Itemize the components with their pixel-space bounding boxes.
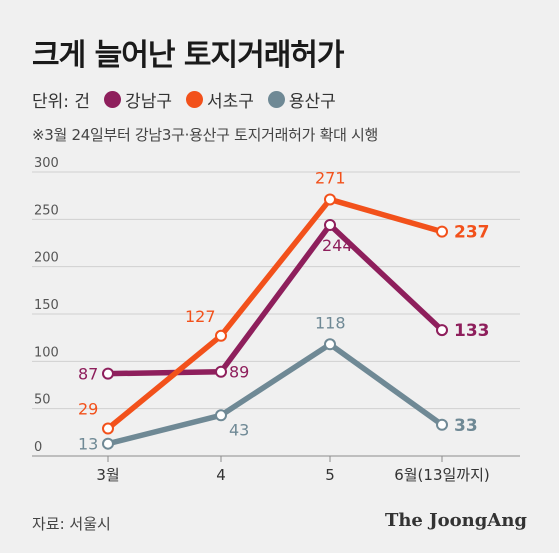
data-label-yongsan: 33 <box>454 416 478 436</box>
data-label-yongsan: 43 <box>229 420 249 439</box>
y-tick-label: 300 <box>34 156 59 171</box>
data-label-gangnam: 89 <box>229 363 249 382</box>
data-label-seocho: 29 <box>78 400 98 419</box>
series-line-yongsan <box>105 341 445 447</box>
data-label-yongsan: 118 <box>315 313 346 332</box>
brand-logo: The JoongAng <box>384 510 527 531</box>
data-point-seocho <box>436 225 448 238</box>
legend-label-yongsan: 용산구 <box>288 92 336 112</box>
x-tick-label: 4 <box>216 466 226 484</box>
data-label-yongsan: 13 <box>78 435 98 454</box>
data-point-seocho <box>102 422 114 435</box>
y-tick-label: 150 <box>34 298 59 313</box>
legend-item-gangnam: 강남구 <box>104 87 172 112</box>
data-point-gangnam <box>102 367 114 380</box>
legend-item-yongsan: 용산구 <box>267 87 336 112</box>
data-point-gangnam <box>215 365 227 378</box>
legend-swatch-gangnam <box>104 91 122 108</box>
data-point-yongsan <box>215 409 227 422</box>
data-label-seocho: 237 <box>454 223 490 243</box>
legend: 단위: 건 강남구 서초구 용산구 <box>32 87 350 112</box>
data-point-seocho <box>215 329 227 342</box>
legend-swatch-seocho <box>185 91 203 108</box>
x-tick-label: 5 <box>325 466 335 484</box>
data-label-seocho: 271 <box>315 168 346 187</box>
y-tick-label: 250 <box>34 203 59 218</box>
data-point-gangnam <box>436 324 448 337</box>
data-label-gangnam: 244 <box>322 236 353 255</box>
series-line-gangnam <box>105 222 445 377</box>
x-tick-label: 6월(13일까지) <box>394 466 490 484</box>
footnote: ※3월 24일부터 강남3구·용산구 토지거래허가 확대 시행 <box>32 126 379 144</box>
data-point-yongsan <box>102 437 114 450</box>
legend-swatch-yongsan <box>267 91 285 108</box>
source-label: 자료: 서울시 <box>32 515 111 533</box>
data-point-yongsan <box>324 338 336 351</box>
data-label-gangnam: 133 <box>454 321 490 341</box>
legend-item-seocho: 서초구 <box>185 87 254 112</box>
data-label-gangnam: 87 <box>78 365 98 384</box>
data-label-seocho: 127 <box>185 307 216 326</box>
legend-label-gangnam: 강남구 <box>125 92 172 112</box>
y-tick-label: 200 <box>34 251 59 266</box>
series-line-seocho <box>105 196 445 432</box>
data-point-seocho <box>324 193 336 206</box>
chart-title: 크게 늘어난 토지거래허가 <box>32 38 344 73</box>
data-point-gangnam <box>324 219 336 232</box>
y-tick-label: 0 <box>34 440 42 455</box>
unit-label: 단위: 건 <box>32 92 91 112</box>
x-tick-label: 3월 <box>96 466 119 484</box>
legend-label-seocho: 서초구 <box>206 92 254 112</box>
y-tick-label: 100 <box>34 345 59 360</box>
data-point-yongsan <box>436 418 448 431</box>
y-tick-label: 50 <box>34 393 51 408</box>
